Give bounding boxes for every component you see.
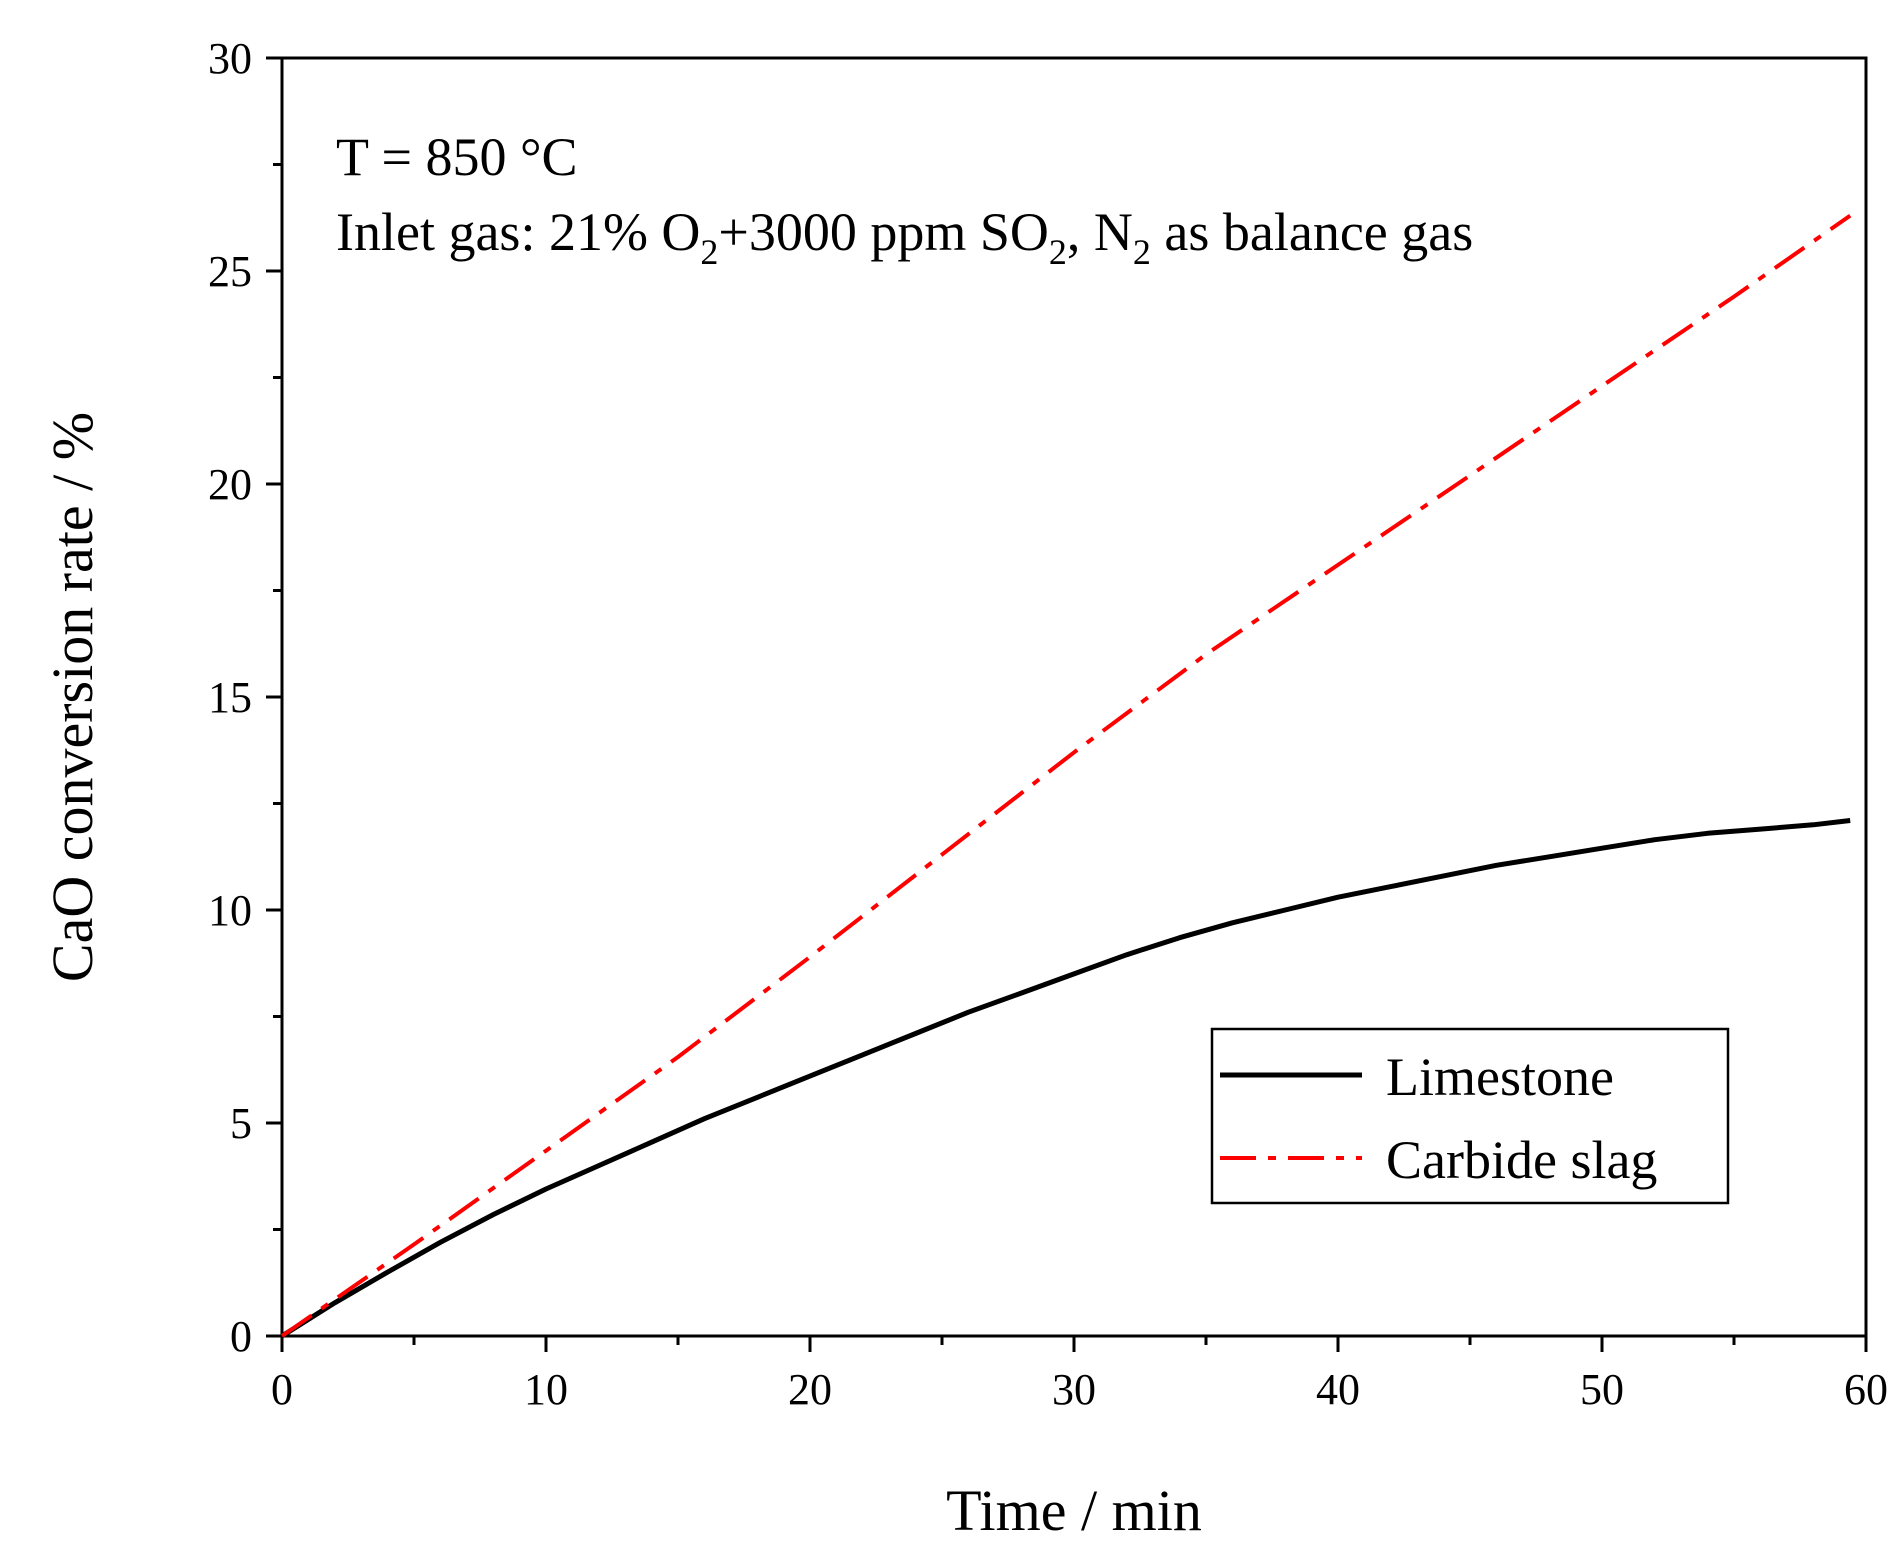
series-line-carbide-slag xyxy=(280,213,1852,1338)
y-tick-label: 5 xyxy=(230,1099,252,1148)
y-axis-ticks xyxy=(266,56,282,1338)
y-tick-label: 30 xyxy=(208,34,252,83)
legend-label-carbide-slag: Carbide slag xyxy=(1386,1130,1657,1190)
x-tick-label: 30 xyxy=(1052,1365,1096,1414)
legend-box xyxy=(1210,1027,1730,1205)
x-tick-label: 60 xyxy=(1844,1365,1888,1414)
x-tick-label: 40 xyxy=(1316,1365,1360,1414)
x-tick-label: 0 xyxy=(271,1365,293,1414)
annotation-temperature: T = 850 °C xyxy=(336,127,578,187)
x-tick-label: 20 xyxy=(788,1365,832,1414)
x-tick-label: 10 xyxy=(524,1365,568,1414)
y-tick-label: 15 xyxy=(208,673,252,722)
x-axis-ticks xyxy=(280,1336,1868,1352)
y-tick-label: 0 xyxy=(230,1312,252,1361)
y-tick-label: 10 xyxy=(208,886,252,935)
x-tick-labels: 0 10 20 30 40 50 60 xyxy=(271,1365,1888,1414)
y-axis-title: CaO conversion rate / % xyxy=(40,412,105,982)
annotation-inlet-gas: Inlet gas: 21% O2+3000 ppm SO2, N2 as ba… xyxy=(336,202,1473,272)
y-tick-label: 25 xyxy=(208,247,252,296)
x-tick-label: 50 xyxy=(1580,1365,1624,1414)
legend-label-limestone: Limestone xyxy=(1386,1047,1614,1107)
y-tick-labels: 0 5 10 15 20 25 30 xyxy=(208,34,252,1361)
legend: Limestone Carbide slag xyxy=(1210,1027,1730,1205)
y-tick-label: 20 xyxy=(208,460,252,509)
x-axis-title: Time / min xyxy=(946,1478,1202,1543)
series-line-limestone xyxy=(280,818,1851,1339)
series-lines xyxy=(280,213,1852,1339)
